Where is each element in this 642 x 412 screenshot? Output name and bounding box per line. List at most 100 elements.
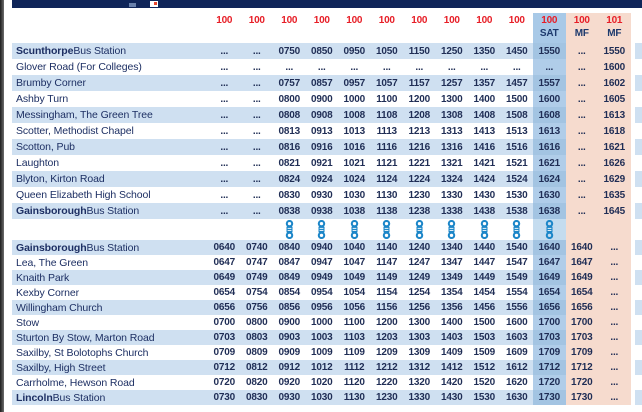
time-cell: 1000 <box>343 93 366 105</box>
time-cell: 1600 <box>598 59 631 75</box>
time-cell: 1316 <box>435 139 468 155</box>
time-cell: 1602 <box>598 75 631 91</box>
time-cell: 0830 <box>278 189 301 201</box>
time-cell: 0750 <box>273 43 306 59</box>
time-cell: 1449 <box>468 270 501 285</box>
day-label <box>241 27 274 43</box>
time-cell: 1400 <box>441 317 463 328</box>
interchange-link-icon <box>315 220 328 239</box>
time-cell: 0956 <box>305 300 338 315</box>
time-cell: 1220 <box>376 377 398 388</box>
stop-name: Blyton, Kirton Road <box>12 171 208 187</box>
time-cell: 1416 <box>468 139 501 155</box>
time-cell: ... <box>598 255 631 270</box>
time-cell: 1303 <box>403 330 436 345</box>
time-cell: ... <box>565 107 598 123</box>
time-cell: 1357 <box>468 75 501 91</box>
time-cell: 1647 <box>533 255 566 270</box>
time-cell: 0947 <box>311 257 333 268</box>
timetable-row: Stow 0700 0800 0900 1000 1100 1200 1300 1400 1500… <box>12 315 631 330</box>
time-cell: ... <box>598 300 631 315</box>
timetable-row: Saxilby, High Street 0712 0812 0912 1012 1112… <box>12 360 631 375</box>
time-cell: 1645 <box>598 203 631 219</box>
time-cell: ... <box>598 315 631 330</box>
time-cell: 1230 <box>370 390 403 405</box>
time-cell: 1209 <box>376 347 398 358</box>
time-cell: 1309 <box>408 347 431 358</box>
time-cell: 0920 <box>278 377 301 388</box>
time-cell: ... <box>598 390 631 405</box>
title-bar <box>12 0 642 8</box>
interchange-cell <box>241 219 274 240</box>
time-cell: ... <box>565 139 598 155</box>
time-cell: 0809 <box>246 347 268 358</box>
time-cell: ... <box>220 93 229 105</box>
route-number: 100 <box>443 14 460 26</box>
time-cell: ... <box>598 330 631 345</box>
time-cell: 1250 <box>435 43 468 59</box>
time-cell: 1509 <box>473 347 496 358</box>
time-cell: 0830 <box>240 390 273 405</box>
time-cell: ... <box>382 61 391 73</box>
time-cell: 1612 <box>500 360 533 375</box>
time-cell: 1712 <box>565 360 598 375</box>
time-cell: ... <box>598 240 631 255</box>
time-cell: 1112 <box>338 360 371 375</box>
time-cell: 1640 <box>533 240 566 255</box>
time-cell: 0756 <box>240 300 273 315</box>
stop-name: Kexby Corner <box>16 286 79 299</box>
time-cell: 1056 <box>338 300 371 315</box>
time-cell: 1408 <box>468 107 501 123</box>
interchange-cell <box>371 219 404 240</box>
cut-off-row-band <box>635 285 642 300</box>
time-cell: 1412 <box>435 360 468 375</box>
time-cell: 1216 <box>403 139 436 155</box>
time-cell: ... <box>598 360 631 375</box>
time-cell: 1116 <box>370 139 403 155</box>
interchange-cell <box>403 219 436 240</box>
stop-name: Laughton <box>16 157 59 169</box>
time-cell: 1530 <box>468 390 501 405</box>
timetable-row: Lea, The Green 0647 0747 0847 0947 1047 1147 12… <box>12 255 631 270</box>
time-cell: 1613 <box>533 123 566 139</box>
time-cell: 0850 <box>305 43 338 59</box>
time-cell: 1009 <box>311 347 333 358</box>
route-number: 100 <box>508 14 525 26</box>
time-cell: ... <box>565 43 598 59</box>
time-cell: ... <box>598 345 631 360</box>
time-cell: 1038 <box>338 203 371 219</box>
time-cell: 0854 <box>278 287 301 298</box>
time-cell: 1609 <box>506 347 528 358</box>
time-cell: 1130 <box>338 390 371 405</box>
time-cell: 1638 <box>533 203 566 219</box>
stop-name: Carrholme, Hewson Road <box>16 376 135 389</box>
time-cell: 1356 <box>435 300 468 315</box>
time-cell: 0938 <box>305 203 338 219</box>
time-cell: 0940 <box>305 240 338 255</box>
day-label <box>338 27 371 43</box>
stop-name: Lea, The Green <box>16 256 88 269</box>
time-cell: 1238 <box>403 203 436 219</box>
cut-off-row-band <box>635 139 642 155</box>
time-cell: 1547 <box>506 257 528 268</box>
interchange-cell <box>598 219 631 240</box>
timetable-row: Kexby Corner 0654 0754 0854 0954 1054 1154 1254… <box>12 285 631 300</box>
time-cell: 0812 <box>240 360 273 375</box>
time-cell: 1620 <box>506 377 528 388</box>
bus-timetable: 100 100 100 100 100 100 100 100 100 100 100 100 101 S… <box>12 13 631 405</box>
timetable-row: Scotter, Methodist Chapel...... 0813 0913 1… <box>12 123 631 139</box>
time-cell: 0754 <box>246 287 268 298</box>
time-cell: ... <box>565 75 598 91</box>
time-cell: 1647 <box>565 255 598 270</box>
time-cell: 1013 <box>343 125 366 137</box>
time-cell: 1200 <box>376 317 398 328</box>
time-cell: 1124 <box>370 171 403 187</box>
time-cell: 0857 <box>305 75 338 91</box>
time-cell: 1300 <box>441 93 463 105</box>
time-cell: 0740 <box>240 240 273 255</box>
time-cell: 0957 <box>338 75 371 91</box>
time-cell: 1040 <box>338 240 371 255</box>
time-cell: 1557 <box>533 75 566 91</box>
time-cell: 1424 <box>468 171 501 187</box>
timetable-row: Scotton, Pub...... 0816 0916 1016 1116 1216 13… <box>12 139 631 155</box>
